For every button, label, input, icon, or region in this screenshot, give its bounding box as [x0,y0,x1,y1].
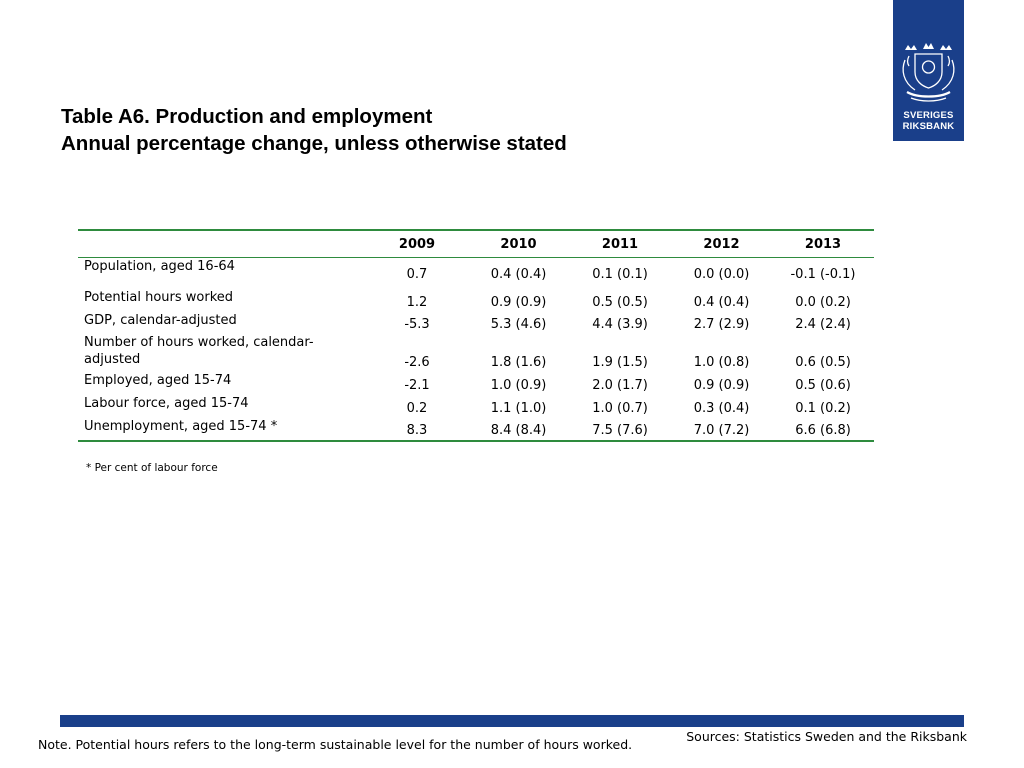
row-label: GDP, calendar-adjusted [84,312,237,328]
row-label: Potential hours worked [84,290,234,305]
table-row: Potential hours worked 1.2 0.9 (0.9) 0.5… [78,284,874,312]
title-line-2: Annual percentage change, unless otherwi… [61,132,567,155]
table-cell: 2.4 (2.4) [795,316,851,332]
table-row: Population, aged 16-64 0.7 0.4 (0.4) 0.1… [78,258,874,284]
table-row: Unemployment, aged 15-74 * 8.3 8.4 (8.4)… [78,418,874,441]
row-label: Labour force, aged 15-74 [84,395,249,411]
column-header: 2011 [569,230,671,258]
table-cell: 2.7 (2.9) [693,316,750,332]
row-label: Employed, aged 15-74 [84,372,232,388]
column-header: 2009 [366,230,468,258]
table-cell: 0.7 [406,266,428,282]
table-cell: -2.1 [404,377,430,393]
table-cell: 0.4 (0.4) [490,266,547,282]
crown-emblem-icon [902,43,955,102]
table-header-row: 2009 2010 2011 2012 2013 [78,230,874,258]
column-header: 2012 [671,230,772,258]
table-cell: 0.0 (0.0) [693,266,750,282]
riksbank-logo: SVERIGES RIKSBANK [893,0,964,141]
column-header: 2013 [772,230,874,258]
table-cell: 1.0 (0.7) [592,400,648,416]
table-row: Labour force, aged 15-74 0.2 1.1 (1.0) 1… [78,395,874,418]
table-cell: 5.3 (4.6) [490,316,547,332]
table-cell: 0.9 (0.9) [693,377,750,393]
sources-text: Sources: Statistics Sweden and the Riksb… [686,729,967,744]
table-cell: 1.2 [406,294,428,310]
logo-text-riksbank: RIKSBANK [902,121,955,132]
table-cell: 7.0 (7.2) [693,422,750,438]
table-cell: 0.5 (0.5) [592,294,648,310]
table-cell: 0.1 (0.2) [795,400,851,416]
table-row: Employed, aged 15-74 -2.1 1.0 (0.9) 2.0 … [78,372,874,395]
table-cell: 6.6 (6.8) [795,422,851,438]
table-cell: 1.0 (0.8) [693,354,750,370]
column-header [78,230,366,258]
row-label: Unemployment, aged 15-74 * [84,418,278,434]
table-cell: 1.9 (1.5) [592,354,648,370]
table-row: GDP, calendar-adjusted -5.3 5.3 (4.6) 4.… [78,312,874,334]
table-cell: 0.3 (0.4) [693,400,750,416]
table-cell: 0.2 [406,400,428,416]
footer-bar [60,715,964,727]
table-cell: 4.4 (3.9) [592,316,648,332]
table-cell: 1.1 (1.0) [490,400,547,416]
table-cell: 0.1 (0.1) [592,266,648,282]
row-label: Population, aged 16-64 [84,259,235,274]
title-line-1: Table A6. Production and employment [61,105,433,128]
table-cell: 8.4 (8.4) [490,422,547,438]
table-footnote: * Per cent of labour force [86,462,218,474]
table-cell: 0.0 (0.2) [795,294,851,310]
table-cell: 0.5 (0.6) [795,377,851,393]
table-cell: -2.6 [404,354,430,370]
page-title: Table A6. Production and employment Annu… [61,103,567,157]
table-row: Number of hours worked, calendar-adjuste… [78,334,874,372]
row-label: Number of hours worked, calendar-adjuste… [84,334,314,367]
table-cell: 1.8 (1.6) [490,354,547,370]
table-cell: 7.5 (7.6) [592,422,648,438]
table-cell: -0.1 (-0.1) [790,266,856,282]
note-text: Note. Potential hours refers to the long… [38,737,633,752]
logo-text-sveriges: SVERIGES [903,110,954,121]
table-cell: 8.3 [406,422,428,438]
table-cell: 0.4 (0.4) [693,294,750,310]
column-header: 2010 [468,230,569,258]
table-cell: 1.0 (0.9) [490,377,547,393]
table-cell: -5.3 [404,316,430,332]
table-cell: 0.9 (0.9) [490,294,547,310]
table-cell: 2.0 (1.7) [592,377,648,393]
table-cell: 0.6 (0.5) [795,354,851,370]
production-employment-table: 2009 2010 2011 2012 2013 Population, age… [78,229,874,442]
